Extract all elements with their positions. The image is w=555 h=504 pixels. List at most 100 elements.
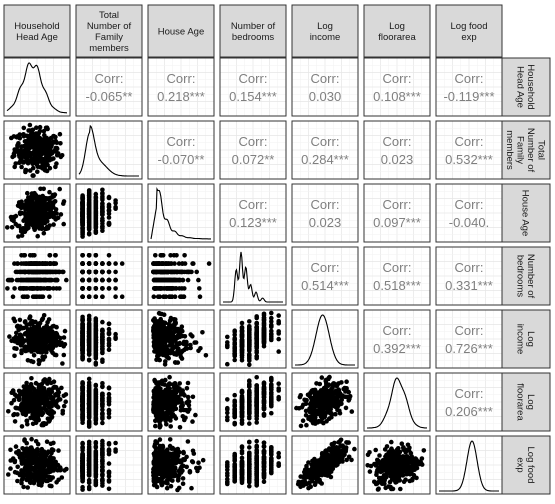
panel-r4-c7: Corr:0.331*** [435, 246, 503, 306]
scatter-point [62, 328, 68, 334]
scatter-point [106, 338, 112, 343]
scatter-point [63, 399, 68, 405]
scatter-point [86, 404, 92, 410]
scatter-point [43, 324, 49, 330]
scatter-point [93, 326, 99, 332]
scatter-point [41, 186, 46, 192]
corr-value: 0.123*** [229, 215, 277, 230]
scatter-point [113, 277, 118, 283]
scatter-point [45, 126, 50, 132]
scatter-point [247, 421, 252, 426]
scatter-point [29, 191, 35, 196]
scatter-point [86, 192, 92, 198]
scatter-points [80, 313, 118, 367]
scatter-point [113, 331, 118, 337]
scatter-point [55, 152, 61, 157]
scatter-point [200, 330, 205, 335]
scatter-point [269, 396, 274, 402]
scatter-point [247, 383, 252, 389]
row-label-text: floorarea [514, 383, 525, 421]
scatter-point [39, 207, 45, 213]
scatter-point [93, 261, 99, 266]
column-strip-background [75, 4, 143, 58]
scatter-point [45, 277, 50, 283]
scatter-point [176, 261, 182, 266]
scatter-point [261, 400, 267, 405]
scatter-point [40, 269, 45, 275]
panel-r1-c4: Corr:0.154*** [219, 57, 287, 117]
scatter-point [16, 152, 22, 158]
scatter-point [239, 349, 245, 355]
panel-r4-c4 [219, 246, 287, 306]
scatter-point [153, 253, 158, 258]
scatter-point [42, 226, 48, 232]
scatter-point [26, 338, 32, 343]
scatter-point [155, 334, 160, 340]
scatter-point [239, 325, 245, 330]
scatter-point [254, 326, 259, 332]
scatter-point [61, 352, 67, 358]
scatter-point [161, 347, 166, 353]
scatter-point [247, 358, 252, 363]
corr-value: 0.726*** [445, 341, 493, 356]
scatter-point [39, 148, 45, 153]
scatter-point [51, 286, 56, 291]
scatter-point [232, 411, 237, 417]
scatter-point [106, 391, 112, 397]
scatter-points [80, 253, 125, 300]
scatter-point [25, 220, 31, 225]
scatter-point [47, 165, 53, 171]
scatter-point [9, 225, 15, 230]
scatter-point [93, 321, 99, 326]
scatter-point [172, 396, 177, 402]
panel-r3-c1 [3, 183, 71, 243]
scatter-point [261, 311, 267, 317]
scatter-point [166, 415, 171, 421]
scatter-point [54, 140, 60, 145]
scatter-point [80, 211, 85, 217]
scatter-point [247, 331, 252, 337]
scatter-point [7, 334, 12, 339]
scatter-point [93, 341, 99, 347]
scatter-point [232, 392, 237, 398]
scatter-point [157, 341, 163, 346]
scatter-point [86, 231, 92, 236]
scatter-point [80, 234, 85, 239]
panel-r4-c1 [3, 246, 71, 306]
scatter-point [100, 294, 105, 300]
scatter-point [93, 391, 99, 396]
panel-r4-c2 [75, 246, 143, 306]
density-curve [150, 186, 211, 240]
scatter-point [175, 326, 181, 332]
scatter-point [41, 421, 47, 426]
scatter-point [49, 195, 55, 200]
panel-r1-c3: Corr:0.218*** [147, 57, 215, 117]
scatter-point [155, 277, 160, 283]
scatter-point [100, 228, 105, 233]
scatter-point [106, 326, 112, 332]
panel-r6-c2 [75, 372, 143, 432]
scatter-point [187, 407, 192, 412]
scatter-point [254, 356, 259, 361]
scatter-point [93, 415, 99, 421]
scatter-point [86, 202, 92, 208]
scatter-point [276, 329, 282, 334]
scatter-point [36, 324, 42, 329]
scatter-point [225, 407, 230, 412]
scatter-point [185, 277, 191, 283]
scatter-points [225, 310, 282, 368]
scatter-point [55, 215, 61, 221]
scatter-point [16, 395, 22, 401]
scatter-point [86, 348, 92, 354]
scatter-point [36, 358, 42, 363]
scatter-point [80, 261, 85, 266]
scatter-point [175, 360, 181, 365]
scatter-point [31, 408, 37, 413]
scatter-point [163, 334, 168, 340]
column-label-text: Number of [87, 21, 132, 32]
scatter-point [276, 388, 282, 393]
scatter-point [26, 393, 32, 398]
